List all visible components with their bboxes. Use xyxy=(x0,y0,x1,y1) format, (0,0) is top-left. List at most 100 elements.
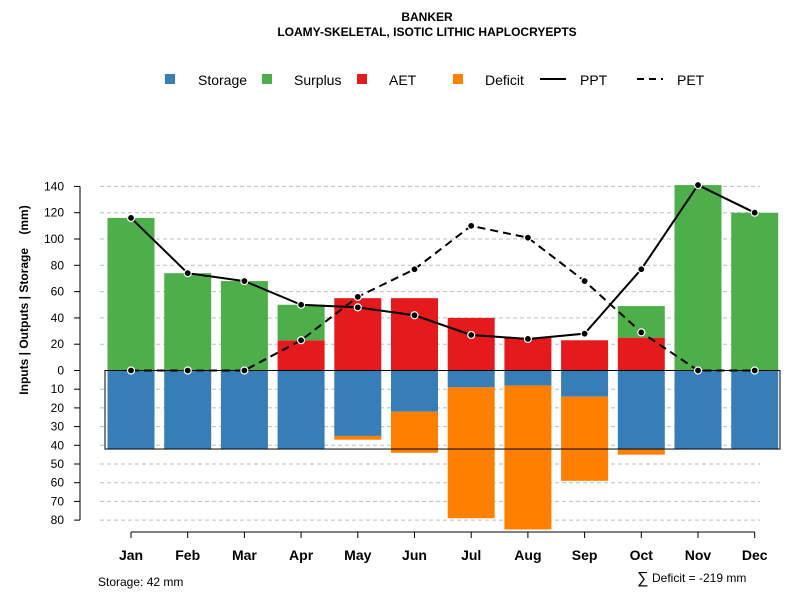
legend-deficit-swatch xyxy=(453,74,463,84)
bar-storage xyxy=(107,370,155,450)
x-tick-label: Aug xyxy=(514,547,541,563)
bar-deficit xyxy=(561,396,609,481)
y-tick-label: 20 xyxy=(51,401,65,415)
legend: Storage Surplus AET Deficit PPT PET xyxy=(165,72,705,88)
pet-point xyxy=(637,328,646,337)
x-tick-label: Apr xyxy=(289,547,314,563)
y-tick-label: 60 xyxy=(51,476,65,490)
pet-point xyxy=(240,366,249,375)
bar-storage xyxy=(220,370,268,450)
x-tick-label: Sep xyxy=(572,547,598,563)
y-tick-label: 40 xyxy=(51,438,65,452)
bar-surplus xyxy=(277,304,325,341)
bar-storage xyxy=(447,370,495,388)
ppt-point xyxy=(693,180,703,190)
bar-surplus xyxy=(220,281,268,371)
y-tick-label: 60 xyxy=(51,285,65,299)
y-tick-label: 30 xyxy=(51,420,65,434)
y-tick-label: 40 xyxy=(51,311,65,325)
series-points xyxy=(126,180,759,375)
x-tick-label: May xyxy=(344,547,371,563)
pet-line xyxy=(131,224,755,372)
bar-deficit xyxy=(504,385,552,530)
x-tick-label: Nov xyxy=(685,547,712,563)
y-tick-label: 50 xyxy=(51,457,65,471)
ppt-point xyxy=(353,303,362,312)
pet-point xyxy=(750,366,759,375)
y-axis-label: Inputs | Outputs | Storage (mm) xyxy=(17,205,31,394)
y-tick-label: 120 xyxy=(44,206,64,220)
ppt-point xyxy=(410,311,419,320)
series-lines xyxy=(130,183,756,372)
legend-storage-swatch xyxy=(165,74,175,84)
ppt-point xyxy=(637,265,646,274)
ppt-point xyxy=(523,334,533,344)
y-tick-label: 100 xyxy=(44,232,64,246)
bar-deficit xyxy=(334,435,382,440)
chart-subtitle: LOAMY-SKELETAL, ISOTIC LITHIC HAPLOCRYEP… xyxy=(277,25,576,39)
x-tick-label: Dec xyxy=(742,547,768,563)
bar-aet xyxy=(504,337,552,371)
ppt-point xyxy=(467,330,476,340)
x-tick-label: Jul xyxy=(461,547,481,563)
legend-aet-swatch xyxy=(357,74,367,84)
deficit-sum-symbol: ∑ xyxy=(637,570,648,587)
bar-storage xyxy=(391,370,438,412)
legend-pet-label: PET xyxy=(677,72,705,88)
ppt-point xyxy=(297,300,306,309)
ppt-point xyxy=(240,276,249,286)
ppt-point xyxy=(580,329,589,338)
legend-surplus-swatch xyxy=(262,74,272,84)
ppt-point xyxy=(750,208,759,217)
bar-deficit xyxy=(447,387,495,519)
pet-point xyxy=(183,366,192,375)
ppt-line xyxy=(130,183,756,340)
y-tick-label: 20 xyxy=(51,337,65,351)
y-tick-label: 140 xyxy=(44,179,64,193)
chart-title: BANKER xyxy=(401,10,453,24)
x-tick-label: Jan xyxy=(119,547,143,563)
y-tick-label: 80 xyxy=(51,513,65,527)
pet-point xyxy=(410,265,419,274)
bar-storage xyxy=(731,370,779,450)
storage-note: Storage: 42 mm xyxy=(98,575,183,589)
legend-aet-label: AET xyxy=(389,72,417,88)
pet-point xyxy=(126,366,136,375)
y-tick-label: 80 xyxy=(51,258,65,272)
ppt-point xyxy=(183,269,192,278)
legend-ppt-label: PPT xyxy=(580,72,608,88)
bar-deficit xyxy=(391,411,438,453)
pet-point xyxy=(297,336,306,345)
deficit-note: Deficit = -219 mm xyxy=(652,571,746,585)
x-tick-label: Feb xyxy=(175,547,200,563)
bar-storage xyxy=(674,370,722,450)
bar-storage xyxy=(617,370,665,450)
bar-surplus xyxy=(107,217,155,371)
pet-point xyxy=(523,233,533,242)
axes: 0 20 40 60 80 100 120 140 10 20 30 40 50 60 70 80 Jan Feb… xyxy=(44,179,768,563)
ppt-point xyxy=(126,213,136,223)
bar-aet xyxy=(561,340,609,371)
bar-storage xyxy=(164,370,212,450)
x-tick-label: Jun xyxy=(402,547,427,563)
bar-aet xyxy=(391,298,438,371)
bar-storage xyxy=(504,370,552,386)
bar-storage xyxy=(277,370,325,450)
bar-aet xyxy=(447,317,495,371)
pet-point xyxy=(353,292,362,301)
bar-surplus xyxy=(164,273,212,371)
bar-storage xyxy=(561,370,609,397)
bar-surplus xyxy=(674,185,722,371)
x-tick-label: Oct xyxy=(630,547,654,563)
x-tick-label: Mar xyxy=(232,547,257,563)
legend-surplus-label: Surplus xyxy=(294,72,341,88)
y-tick-label: 10 xyxy=(51,382,65,396)
y-tick-label: 0 xyxy=(57,364,64,378)
bar-deficit xyxy=(617,449,665,455)
legend-storage-label: Storage xyxy=(198,72,247,88)
legend-deficit-label: Deficit xyxy=(485,72,524,88)
pet-point xyxy=(580,276,589,286)
bars xyxy=(107,185,779,530)
bar-storage xyxy=(334,370,382,436)
